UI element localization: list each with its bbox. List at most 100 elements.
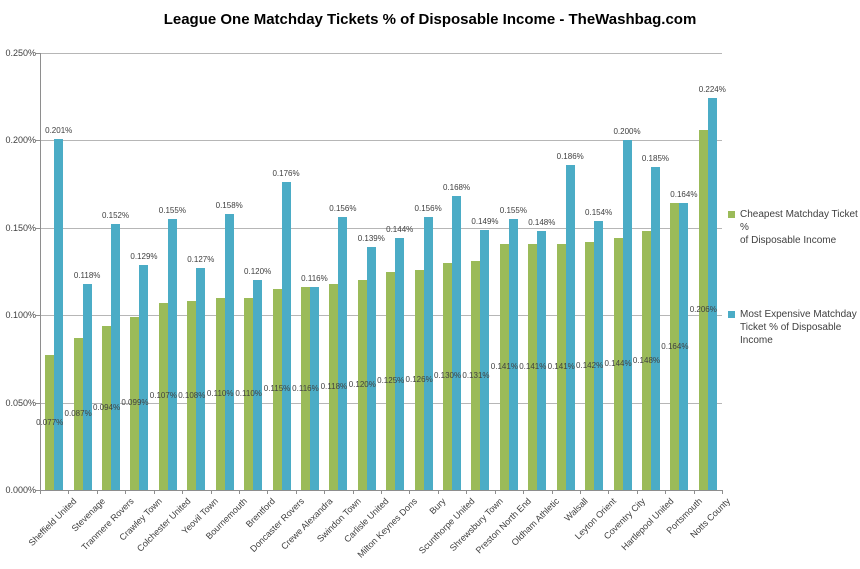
data-label-most-expensive: 0.200% xyxy=(613,127,641,137)
x-axis-tick xyxy=(324,490,325,494)
bar-cheapest xyxy=(471,261,481,490)
x-axis-tick xyxy=(211,490,212,494)
bar-most-expensive xyxy=(707,98,717,490)
data-label-most-expensive: 0.116% xyxy=(301,274,328,284)
bar-cheapest xyxy=(528,243,538,490)
bar-most-expensive xyxy=(338,217,348,490)
x-axis-tick xyxy=(495,490,496,494)
data-label-most-expensive: 0.120% xyxy=(244,267,272,277)
bar-most-expensive xyxy=(679,203,689,490)
bar-cheapest xyxy=(102,325,112,490)
category-label: Bury xyxy=(427,496,448,517)
bar-most-expensive xyxy=(537,231,547,490)
bar-most-expensive xyxy=(139,264,149,490)
data-label-most-expensive: 0.155% xyxy=(499,206,527,216)
y-axis-tick xyxy=(36,228,40,229)
data-label-cheapest: 0.110% xyxy=(206,388,234,398)
data-label-cheapest: 0.077% xyxy=(36,417,64,427)
y-tick-label: 0.000% xyxy=(5,485,36,495)
bar-cheapest xyxy=(329,283,339,490)
data-label-most-expensive: 0.168% xyxy=(442,183,471,193)
x-axis-tick xyxy=(438,490,439,494)
data-label-most-expensive: 0.156% xyxy=(414,204,442,214)
x-axis-tick xyxy=(97,490,98,494)
legend-label: Cheapest Matchday Ticket % of Disposable … xyxy=(740,209,858,246)
legend-swatch-icon xyxy=(728,211,735,218)
x-axis-tick xyxy=(381,490,382,494)
bar-most-expensive xyxy=(281,182,291,490)
data-label-most-expensive: 0.158% xyxy=(215,200,243,210)
data-label-most-expensive: 0.155% xyxy=(158,206,186,216)
data-label-most-expensive: 0.149% xyxy=(471,216,499,226)
data-label-cheapest: 0.142% xyxy=(576,360,604,370)
x-axis-tick xyxy=(523,490,524,494)
bar-cheapest xyxy=(414,269,424,490)
bar-most-expensive xyxy=(508,219,518,490)
data-label-cheapest: 0.206% xyxy=(689,304,717,314)
data-label-most-expensive: 0.164% xyxy=(670,190,698,200)
data-label-most-expensive: 0.118% xyxy=(73,270,101,280)
data-label-cheapest: 0.141% xyxy=(519,361,547,371)
bar-most-expensive xyxy=(366,247,376,490)
y-axis-tick xyxy=(36,140,40,141)
bar-most-expensive xyxy=(167,219,177,490)
data-label-cheapest: 0.130% xyxy=(433,371,462,381)
data-label-cheapest: 0.120% xyxy=(348,380,376,390)
bar-most-expensive xyxy=(594,220,604,490)
bar-cheapest xyxy=(158,302,168,490)
data-label-cheapest: 0.110% xyxy=(235,388,262,398)
bar-most-expensive xyxy=(565,164,575,490)
gridline xyxy=(41,140,722,141)
bar-cheapest xyxy=(357,280,367,490)
bar-most-expensive xyxy=(395,238,405,490)
bar-cheapest xyxy=(272,288,282,490)
legend-label: Most Expensive Matchday Ticket % of Dispo… xyxy=(740,309,857,346)
data-label-cheapest: 0.116% xyxy=(292,383,319,393)
data-label-most-expensive: 0.185% xyxy=(641,153,670,163)
bar-most-expensive xyxy=(196,268,206,490)
x-axis-tick xyxy=(552,490,553,494)
data-label-most-expensive: 0.154% xyxy=(585,207,613,217)
x-axis-tick xyxy=(40,490,41,494)
x-axis-tick xyxy=(694,490,695,494)
y-tick-label: 0.100% xyxy=(5,310,36,320)
bar-cheapest xyxy=(556,243,566,490)
gridline xyxy=(41,403,722,404)
x-axis-tick xyxy=(466,490,467,494)
bar-cheapest xyxy=(215,297,225,490)
data-label-cheapest: 0.118% xyxy=(320,381,348,391)
x-axis-tick xyxy=(665,490,666,494)
bar-most-expensive xyxy=(54,138,64,490)
y-axis-tick xyxy=(36,315,40,316)
bar-cheapest xyxy=(670,203,680,490)
bar-cheapest xyxy=(244,297,254,490)
gridline xyxy=(41,53,722,54)
x-axis-tick xyxy=(239,490,240,494)
data-label-most-expensive: 0.224% xyxy=(698,85,726,95)
data-label-cheapest: 0.108% xyxy=(178,390,206,400)
data-label-cheapest: 0.126% xyxy=(405,374,433,384)
x-axis-tick xyxy=(637,490,638,494)
data-label-cheapest: 0.115% xyxy=(263,384,291,394)
gridline xyxy=(41,228,722,229)
data-label-cheapest: 0.125% xyxy=(377,375,405,385)
data-label-cheapest: 0.141% xyxy=(490,361,518,371)
bar-most-expensive xyxy=(82,283,92,490)
y-tick-label: 0.050% xyxy=(5,398,36,408)
bar-most-expensive xyxy=(309,287,319,490)
y-axis-line xyxy=(40,53,41,490)
category-label: Hartlepool United xyxy=(618,496,676,553)
bar-most-expensive xyxy=(452,196,462,490)
bar-cheapest xyxy=(641,231,651,490)
legend-item: Most Expensive Matchday Ticket % of Dispo… xyxy=(728,308,860,347)
y-tick-label: 0.250% xyxy=(5,48,36,58)
y-tick-label: 0.150% xyxy=(5,223,36,233)
bar-cheapest xyxy=(187,301,197,490)
data-label-cheapest: 0.107% xyxy=(149,391,177,401)
data-label-cheapest: 0.131% xyxy=(462,370,490,380)
bar-cheapest xyxy=(443,262,453,490)
x-axis-tick xyxy=(68,490,69,494)
bar-most-expensive xyxy=(622,140,632,490)
data-label-most-expensive: 0.139% xyxy=(357,234,385,244)
data-label-most-expensive: 0.144% xyxy=(386,225,414,235)
